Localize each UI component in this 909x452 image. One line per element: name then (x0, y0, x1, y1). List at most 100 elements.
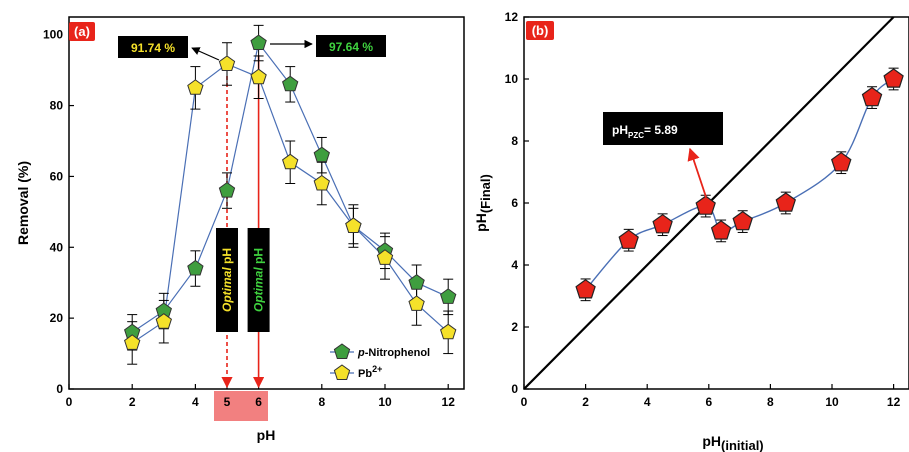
panel-a-xtick-label: 2 (129, 395, 136, 409)
panel-a-ytick-label: 100 (43, 28, 63, 42)
panel-b-ytick-label: 0 (511, 382, 518, 396)
optimal-ph-box (247, 228, 270, 332)
nitrophenol-point (250, 34, 267, 50)
lead-point (313, 174, 330, 191)
ph-point (830, 151, 852, 172)
pzc-callout-text: pHPZC= 5.89 (612, 123, 678, 140)
legend-nitro-rest: -Nitrophenol (365, 347, 430, 359)
ph-point (883, 68, 904, 88)
legend-nitro-marker (333, 343, 351, 359)
legend-lead-symbol (330, 364, 354, 380)
lead-point (440, 323, 457, 340)
lead-point (187, 79, 204, 95)
lead-point (282, 153, 299, 170)
panel-a-ytick-label: 0 (56, 382, 63, 396)
panel-a-xlabel: pH (257, 427, 276, 443)
panel-b-ylabel: pH(Final) (473, 174, 493, 232)
panel-a-ytick-label: 40 (50, 240, 64, 254)
panel-b-xlabel: pH(initial) (702, 433, 763, 452)
panel-b-xtick-label: 12 (887, 395, 901, 409)
panel-b-xtick-label: 10 (825, 395, 839, 409)
nitrophenol-point (313, 146, 330, 163)
panel-b-ytick-label: 4 (511, 258, 518, 272)
pzc-sub: PZC (628, 131, 644, 140)
ph-point (575, 279, 596, 299)
lead-point (124, 334, 141, 350)
panel-a-label: (a) (74, 24, 90, 39)
ph-point (695, 195, 716, 215)
panel-b-xtick-label: 4 (644, 395, 651, 409)
ph-point (710, 220, 732, 240)
panel-a-xtick-label: 6 (255, 395, 262, 409)
panel-b-label-box (526, 21, 554, 40)
nitrophenol-point (440, 288, 457, 304)
panel-a-ytick-label: 80 (50, 99, 64, 113)
lead-series-line (131, 63, 449, 344)
callout-lead-box (118, 36, 188, 58)
panel-a-xtick-label: 0 (66, 395, 73, 409)
ph-point (652, 213, 673, 234)
panel-a-xtick-label: 10 (378, 395, 392, 409)
optimal-ph-label: Optimal pH (252, 248, 266, 312)
panel-a-ylabel: Removal (%) (15, 161, 31, 245)
panel-a-label-box (69, 22, 95, 41)
lead-point (376, 249, 394, 265)
nitrophenol-point (282, 75, 299, 92)
panel-b-ticks: 0 2 4 6 8 10 12 0 2 4 6 8 10 12 (505, 10, 901, 409)
panel-b-xtick-label: 6 (705, 395, 712, 409)
ph-drift-curve (585, 78, 895, 291)
lead-point (345, 217, 362, 233)
lead-point (155, 313, 172, 329)
ph-point (618, 229, 639, 249)
panel-b-series (523, 16, 904, 390)
optimal-ph-label: Optimal pH (220, 248, 234, 312)
nitrophenol-point (408, 274, 425, 290)
callout-nitro-value: 97.64 % (329, 40, 373, 54)
panel-b-frame (523, 16, 909, 390)
nitrophenol-point (187, 259, 204, 276)
lead-point (408, 295, 425, 311)
legend-nitro-label: p-Nitrophenol (357, 347, 430, 359)
pzc-callout-box (603, 112, 723, 145)
pzc-arrow (687, 147, 707, 198)
legend: p-Nitrophenol Pb2+ (330, 343, 430, 380)
lead-point (250, 68, 267, 85)
panel-b-ytick-label: 2 (511, 320, 518, 334)
ph-point (775, 192, 797, 212)
optimal-ph-box (216, 228, 238, 332)
panel-b-ytick-label: 6 (511, 196, 518, 210)
legend-lead-label: Pb2+ (358, 364, 382, 380)
nitrophenol-point (218, 181, 236, 198)
legend-nitro-italic: p (357, 347, 365, 359)
panel-b-xtick-label: 0 (521, 395, 528, 409)
callout-lead-value: 91.74 % (131, 41, 175, 55)
panel-b-xtick-label: 2 (582, 395, 589, 409)
legend-lead-sup: 2+ (372, 364, 382, 374)
panel-b-label: (b) (532, 23, 549, 38)
panel-a-series (124, 24, 457, 365)
lead-point (218, 55, 236, 71)
panel-a-ticks: 0 2 4 5 6 8 10 12 0 20 40 60 80 100 (43, 28, 455, 409)
panel-a-xtick-label: 4 (192, 395, 199, 409)
legend-lead-marker (333, 364, 351, 380)
legend-nitro-symbol (330, 343, 354, 359)
callout-nitro-box (316, 35, 386, 57)
callout-lead-arrow (191, 47, 220, 61)
panel-a-xtick-label: 8 (318, 395, 325, 409)
panel-a-ytick-label: 20 (50, 311, 64, 325)
pzc-value: = 5.89 (644, 123, 678, 137)
panel-a-xtick-label: 5 (224, 395, 231, 409)
panel-a-ytick-label: 60 (50, 169, 64, 183)
ph-point (732, 210, 753, 231)
pzc-ph: pH (612, 123, 628, 137)
panel-a-xtick-label: 12 (442, 395, 456, 409)
panel-b-ytick-label: 12 (505, 10, 519, 24)
panel-b-ytick-label: 8 (511, 134, 518, 148)
legend-lead-base: Pb (358, 368, 372, 380)
panel-b-ytick-label: 10 (505, 72, 519, 86)
panel-b-xtick-label: 8 (767, 395, 774, 409)
optimal-ph-markers: Optimal pH Optimal pH (216, 55, 270, 389)
panel-b: 0 2 4 6 8 10 12 0 2 4 6 8 10 12 (b) pHPZC= 5.89 pH(in… (473, 10, 909, 452)
